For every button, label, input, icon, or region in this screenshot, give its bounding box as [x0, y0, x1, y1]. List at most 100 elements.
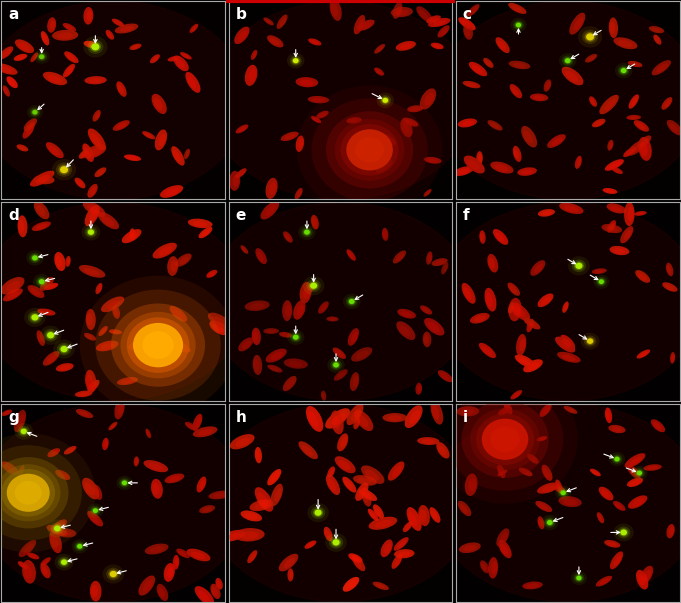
Ellipse shape	[56, 363, 74, 371]
Circle shape	[47, 520, 67, 537]
Circle shape	[87, 40, 104, 54]
Ellipse shape	[189, 24, 198, 33]
Ellipse shape	[93, 485, 102, 500]
Ellipse shape	[467, 4, 479, 16]
Ellipse shape	[510, 302, 530, 321]
Circle shape	[83, 36, 108, 57]
Ellipse shape	[86, 204, 100, 214]
Ellipse shape	[142, 131, 155, 139]
Ellipse shape	[565, 71, 578, 82]
Ellipse shape	[464, 156, 485, 174]
Ellipse shape	[462, 283, 475, 304]
Ellipse shape	[298, 139, 303, 149]
Ellipse shape	[22, 123, 35, 139]
Circle shape	[574, 261, 584, 270]
Ellipse shape	[388, 461, 405, 481]
Ellipse shape	[282, 300, 292, 321]
Ellipse shape	[585, 54, 597, 63]
Ellipse shape	[236, 124, 249, 133]
Text: e: e	[236, 209, 246, 223]
Ellipse shape	[605, 189, 614, 193]
Circle shape	[447, 388, 563, 491]
Circle shape	[343, 294, 360, 309]
Ellipse shape	[601, 224, 622, 233]
Ellipse shape	[521, 126, 537, 148]
Ellipse shape	[420, 305, 432, 315]
Ellipse shape	[592, 268, 607, 274]
Circle shape	[36, 52, 47, 62]
Ellipse shape	[620, 226, 633, 244]
Ellipse shape	[458, 17, 475, 30]
Ellipse shape	[321, 391, 326, 400]
Ellipse shape	[461, 409, 475, 415]
Circle shape	[110, 571, 117, 577]
Circle shape	[25, 308, 46, 327]
Circle shape	[19, 428, 28, 435]
Ellipse shape	[498, 540, 511, 558]
Ellipse shape	[396, 5, 401, 16]
Ellipse shape	[308, 39, 321, 45]
Ellipse shape	[353, 418, 360, 429]
Ellipse shape	[198, 227, 212, 238]
Ellipse shape	[113, 308, 118, 316]
Ellipse shape	[337, 434, 348, 452]
Ellipse shape	[95, 112, 99, 119]
Ellipse shape	[304, 540, 317, 549]
Ellipse shape	[50, 450, 58, 456]
Ellipse shape	[318, 302, 329, 314]
Circle shape	[14, 423, 33, 440]
Ellipse shape	[143, 579, 153, 592]
Circle shape	[581, 333, 599, 350]
Ellipse shape	[333, 347, 346, 359]
Ellipse shape	[46, 525, 67, 536]
Circle shape	[329, 536, 343, 549]
Ellipse shape	[118, 84, 124, 94]
Ellipse shape	[108, 421, 117, 431]
Circle shape	[576, 576, 582, 580]
Ellipse shape	[338, 460, 351, 470]
Circle shape	[82, 224, 100, 241]
Ellipse shape	[526, 584, 539, 588]
Ellipse shape	[8, 79, 15, 86]
Ellipse shape	[654, 37, 659, 43]
Ellipse shape	[530, 260, 545, 276]
Ellipse shape	[253, 52, 257, 58]
Ellipse shape	[60, 365, 70, 370]
Ellipse shape	[636, 570, 648, 590]
Ellipse shape	[118, 403, 124, 415]
Ellipse shape	[553, 484, 566, 494]
Ellipse shape	[651, 419, 665, 432]
Ellipse shape	[497, 464, 505, 478]
Ellipse shape	[234, 27, 249, 44]
Circle shape	[293, 58, 299, 63]
Ellipse shape	[24, 565, 32, 579]
Ellipse shape	[518, 167, 537, 176]
Ellipse shape	[464, 545, 477, 552]
Ellipse shape	[420, 89, 437, 110]
Ellipse shape	[435, 260, 445, 265]
Ellipse shape	[250, 553, 256, 561]
Ellipse shape	[274, 488, 282, 502]
Ellipse shape	[97, 169, 104, 175]
Ellipse shape	[0, 46, 13, 59]
Ellipse shape	[552, 137, 563, 145]
Circle shape	[347, 129, 393, 171]
Ellipse shape	[47, 75, 62, 83]
Ellipse shape	[508, 3, 526, 14]
Ellipse shape	[285, 305, 291, 317]
Circle shape	[58, 557, 70, 567]
Ellipse shape	[513, 306, 525, 317]
Ellipse shape	[459, 543, 481, 553]
Ellipse shape	[513, 146, 522, 162]
Ellipse shape	[383, 413, 407, 422]
Ellipse shape	[466, 83, 477, 87]
Ellipse shape	[200, 480, 206, 490]
Ellipse shape	[311, 40, 319, 45]
Ellipse shape	[403, 522, 412, 532]
Ellipse shape	[313, 118, 319, 122]
Ellipse shape	[373, 504, 384, 519]
Ellipse shape	[605, 226, 618, 232]
Circle shape	[571, 571, 587, 585]
Circle shape	[15, 481, 42, 505]
Ellipse shape	[82, 478, 99, 499]
